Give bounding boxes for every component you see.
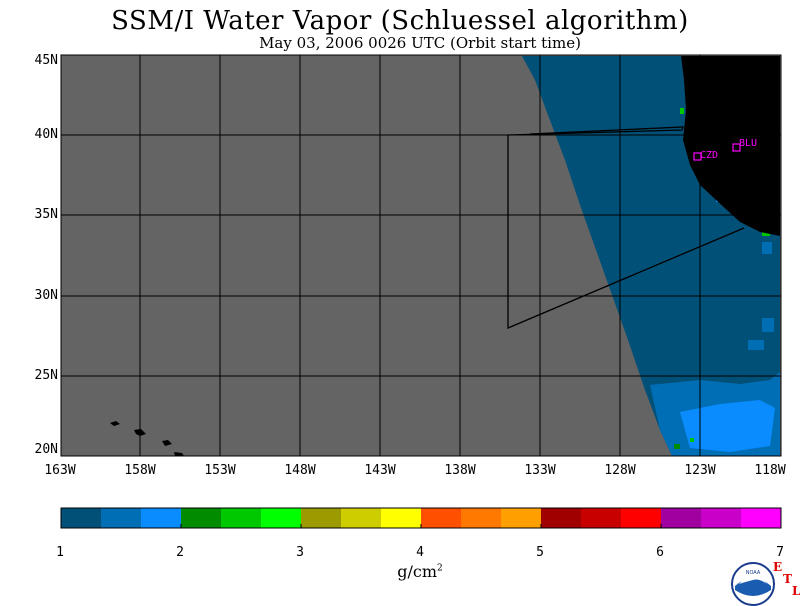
- colorbar-bin: [101, 508, 142, 528]
- etl-letter-e: E: [773, 560, 783, 574]
- flight-track: [507, 126, 745, 329]
- colorbar-bin: [501, 508, 542, 528]
- colorbar: [60, 507, 782, 529]
- colorbar-bin: [221, 508, 262, 528]
- colorbar-bin: [141, 508, 182, 528]
- lon-label-158w: 158W: [124, 463, 156, 478]
- swath-green-speck: [680, 108, 684, 114]
- lon-label-118w: 118W: [754, 463, 786, 478]
- colorbar-bin: [461, 508, 502, 528]
- colorbar-bin: [701, 508, 742, 528]
- colorbar-bin: [261, 508, 302, 528]
- colorbar-bin: [661, 508, 702, 528]
- lon-label-128w: 128W: [604, 463, 636, 478]
- colorbar-bin: [181, 508, 222, 528]
- lon-label-123w: 123W: [684, 463, 716, 478]
- lat-label-30n: 30N: [34, 288, 58, 303]
- colorbar-bin: [301, 508, 342, 528]
- hawaiian-islands: [110, 421, 184, 456]
- swath-patch: [762, 242, 772, 254]
- swath-bright-blue-region: [680, 400, 775, 452]
- swath-green-speck: [762, 232, 770, 236]
- station-czd-label: CZD: [700, 150, 718, 161]
- lon-label-143w: 143W: [364, 463, 396, 478]
- etl-letter-l: L: [792, 584, 800, 598]
- lat-label-20n: 20N: [34, 442, 58, 457]
- colorbar-bin: [741, 508, 782, 528]
- lat-label-25n: 25N: [34, 368, 58, 383]
- lon-label-133w: 133W: [524, 463, 556, 478]
- lon-label-153w: 153W: [204, 463, 236, 478]
- colorbar-bin: [421, 508, 462, 528]
- colorbar-bin: [541, 508, 582, 528]
- station-blu-marker: [732, 143, 741, 152]
- station-czd-marker: [693, 152, 702, 161]
- swath-patch: [762, 318, 774, 332]
- lat-label-45n: 45N: [34, 53, 58, 68]
- colorbar-bin: [341, 508, 382, 528]
- colorbar-tick-4: 4: [416, 545, 424, 560]
- lon-label-148w: 148W: [284, 463, 316, 478]
- colorbar-tick-5: 5: [536, 545, 544, 560]
- colorbar-units: g/cm2: [380, 562, 460, 581]
- colorbar-tick-6: 6: [656, 545, 664, 560]
- colorbar-bin: [621, 508, 662, 528]
- chart-title: SSM/I Water Vapor (Schluessel algorithm): [111, 6, 689, 36]
- chart-subtitle: May 03, 2006 0026 UTC (Orbit start time): [259, 34, 581, 52]
- units-exponent: 2: [437, 563, 443, 574]
- swath-green-speck: [690, 438, 694, 442]
- noaa-logo-icon: NOAA: [731, 562, 775, 606]
- units-text: g/cm: [397, 562, 438, 581]
- north-america-land: [681, 56, 780, 236]
- station-blu-label: BLU: [739, 138, 757, 149]
- swath-patch: [748, 340, 764, 350]
- swath-region: [522, 56, 780, 456]
- lat-label-35n: 35N: [34, 207, 58, 222]
- lat-label-40n: 40N: [34, 127, 58, 142]
- lon-label-163w: 163W: [44, 463, 76, 478]
- colorbar-tick-2: 2: [176, 545, 184, 560]
- colorbar-tick-7: 7: [776, 545, 784, 560]
- colorbar-tick-3: 3: [296, 545, 304, 560]
- colorbar-bin: [61, 508, 102, 528]
- colorbar-tick-1: 1: [56, 545, 64, 560]
- colorbar-bin: [581, 508, 622, 528]
- etl-letter-t: T: [783, 572, 792, 586]
- colorbar-bin: [381, 508, 422, 528]
- map-frame: [60, 54, 782, 457]
- lat-lon-grid: [61, 55, 781, 456]
- swath-green-speck: [674, 444, 680, 449]
- lon-label-138w: 138W: [444, 463, 476, 478]
- noaa-logo-text: NOAA: [746, 570, 761, 576]
